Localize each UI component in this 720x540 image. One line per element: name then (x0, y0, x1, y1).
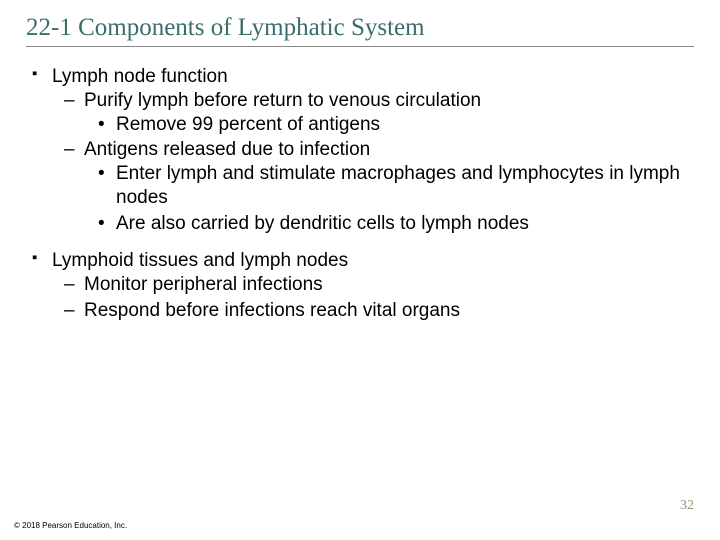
list-item-text: Respond before infections reach vital or… (84, 300, 460, 321)
section-heading-text: Lymphoid tissues and lymph nodes (52, 250, 348, 271)
list-item-text: Antigens released due to infection (84, 139, 370, 160)
list-item: Antigens released due to infection Enter… (62, 138, 694, 235)
section-heading: Lymph node function Purify lymph before … (30, 65, 694, 235)
list-item: Respond before infections reach vital or… (62, 299, 694, 323)
sub-list: Enter lymph and stimulate macrophages an… (94, 162, 694, 235)
section-heading: Lymphoid tissues and lymph nodes Monitor… (30, 249, 694, 322)
slide-content: Lymph node function Purify lymph before … (26, 65, 694, 323)
sub-list: Remove 99 percent of antigens (94, 113, 694, 137)
slide-container: 22-1 Components of Lymphatic System Lymp… (0, 0, 720, 540)
slide-title: 22-1 Components of Lymphatic System (26, 14, 694, 47)
copyright-text: © 2018 Pearson Education, Inc. (14, 521, 127, 530)
list-item-text: Remove 99 percent of antigens (116, 114, 380, 135)
list-item-text: Monitor peripheral infections (84, 274, 323, 295)
section-heading-text: Lymph node function (52, 66, 228, 87)
page-number: 32 (680, 498, 694, 514)
list-item-text: Enter lymph and stimulate macrophages an… (116, 163, 680, 208)
list-item-text: Purify lymph before return to venous cir… (84, 90, 481, 111)
section-1: Lymph node function Purify lymph before … (30, 65, 694, 235)
section-1-items: Purify lymph before return to venous cir… (62, 89, 694, 236)
section-2: Lymphoid tissues and lymph nodes Monitor… (30, 249, 694, 322)
list-item: Monitor peripheral infections (62, 273, 694, 297)
list-item: Enter lymph and stimulate macrophages an… (94, 162, 694, 210)
list-item: Purify lymph before return to venous cir… (62, 89, 694, 137)
section-2-items: Monitor peripheral infections Respond be… (62, 273, 694, 323)
list-item-text: Are also carried by dendritic cells to l… (116, 213, 529, 234)
list-item: Remove 99 percent of antigens (94, 113, 694, 137)
list-item: Are also carried by dendritic cells to l… (94, 212, 694, 236)
